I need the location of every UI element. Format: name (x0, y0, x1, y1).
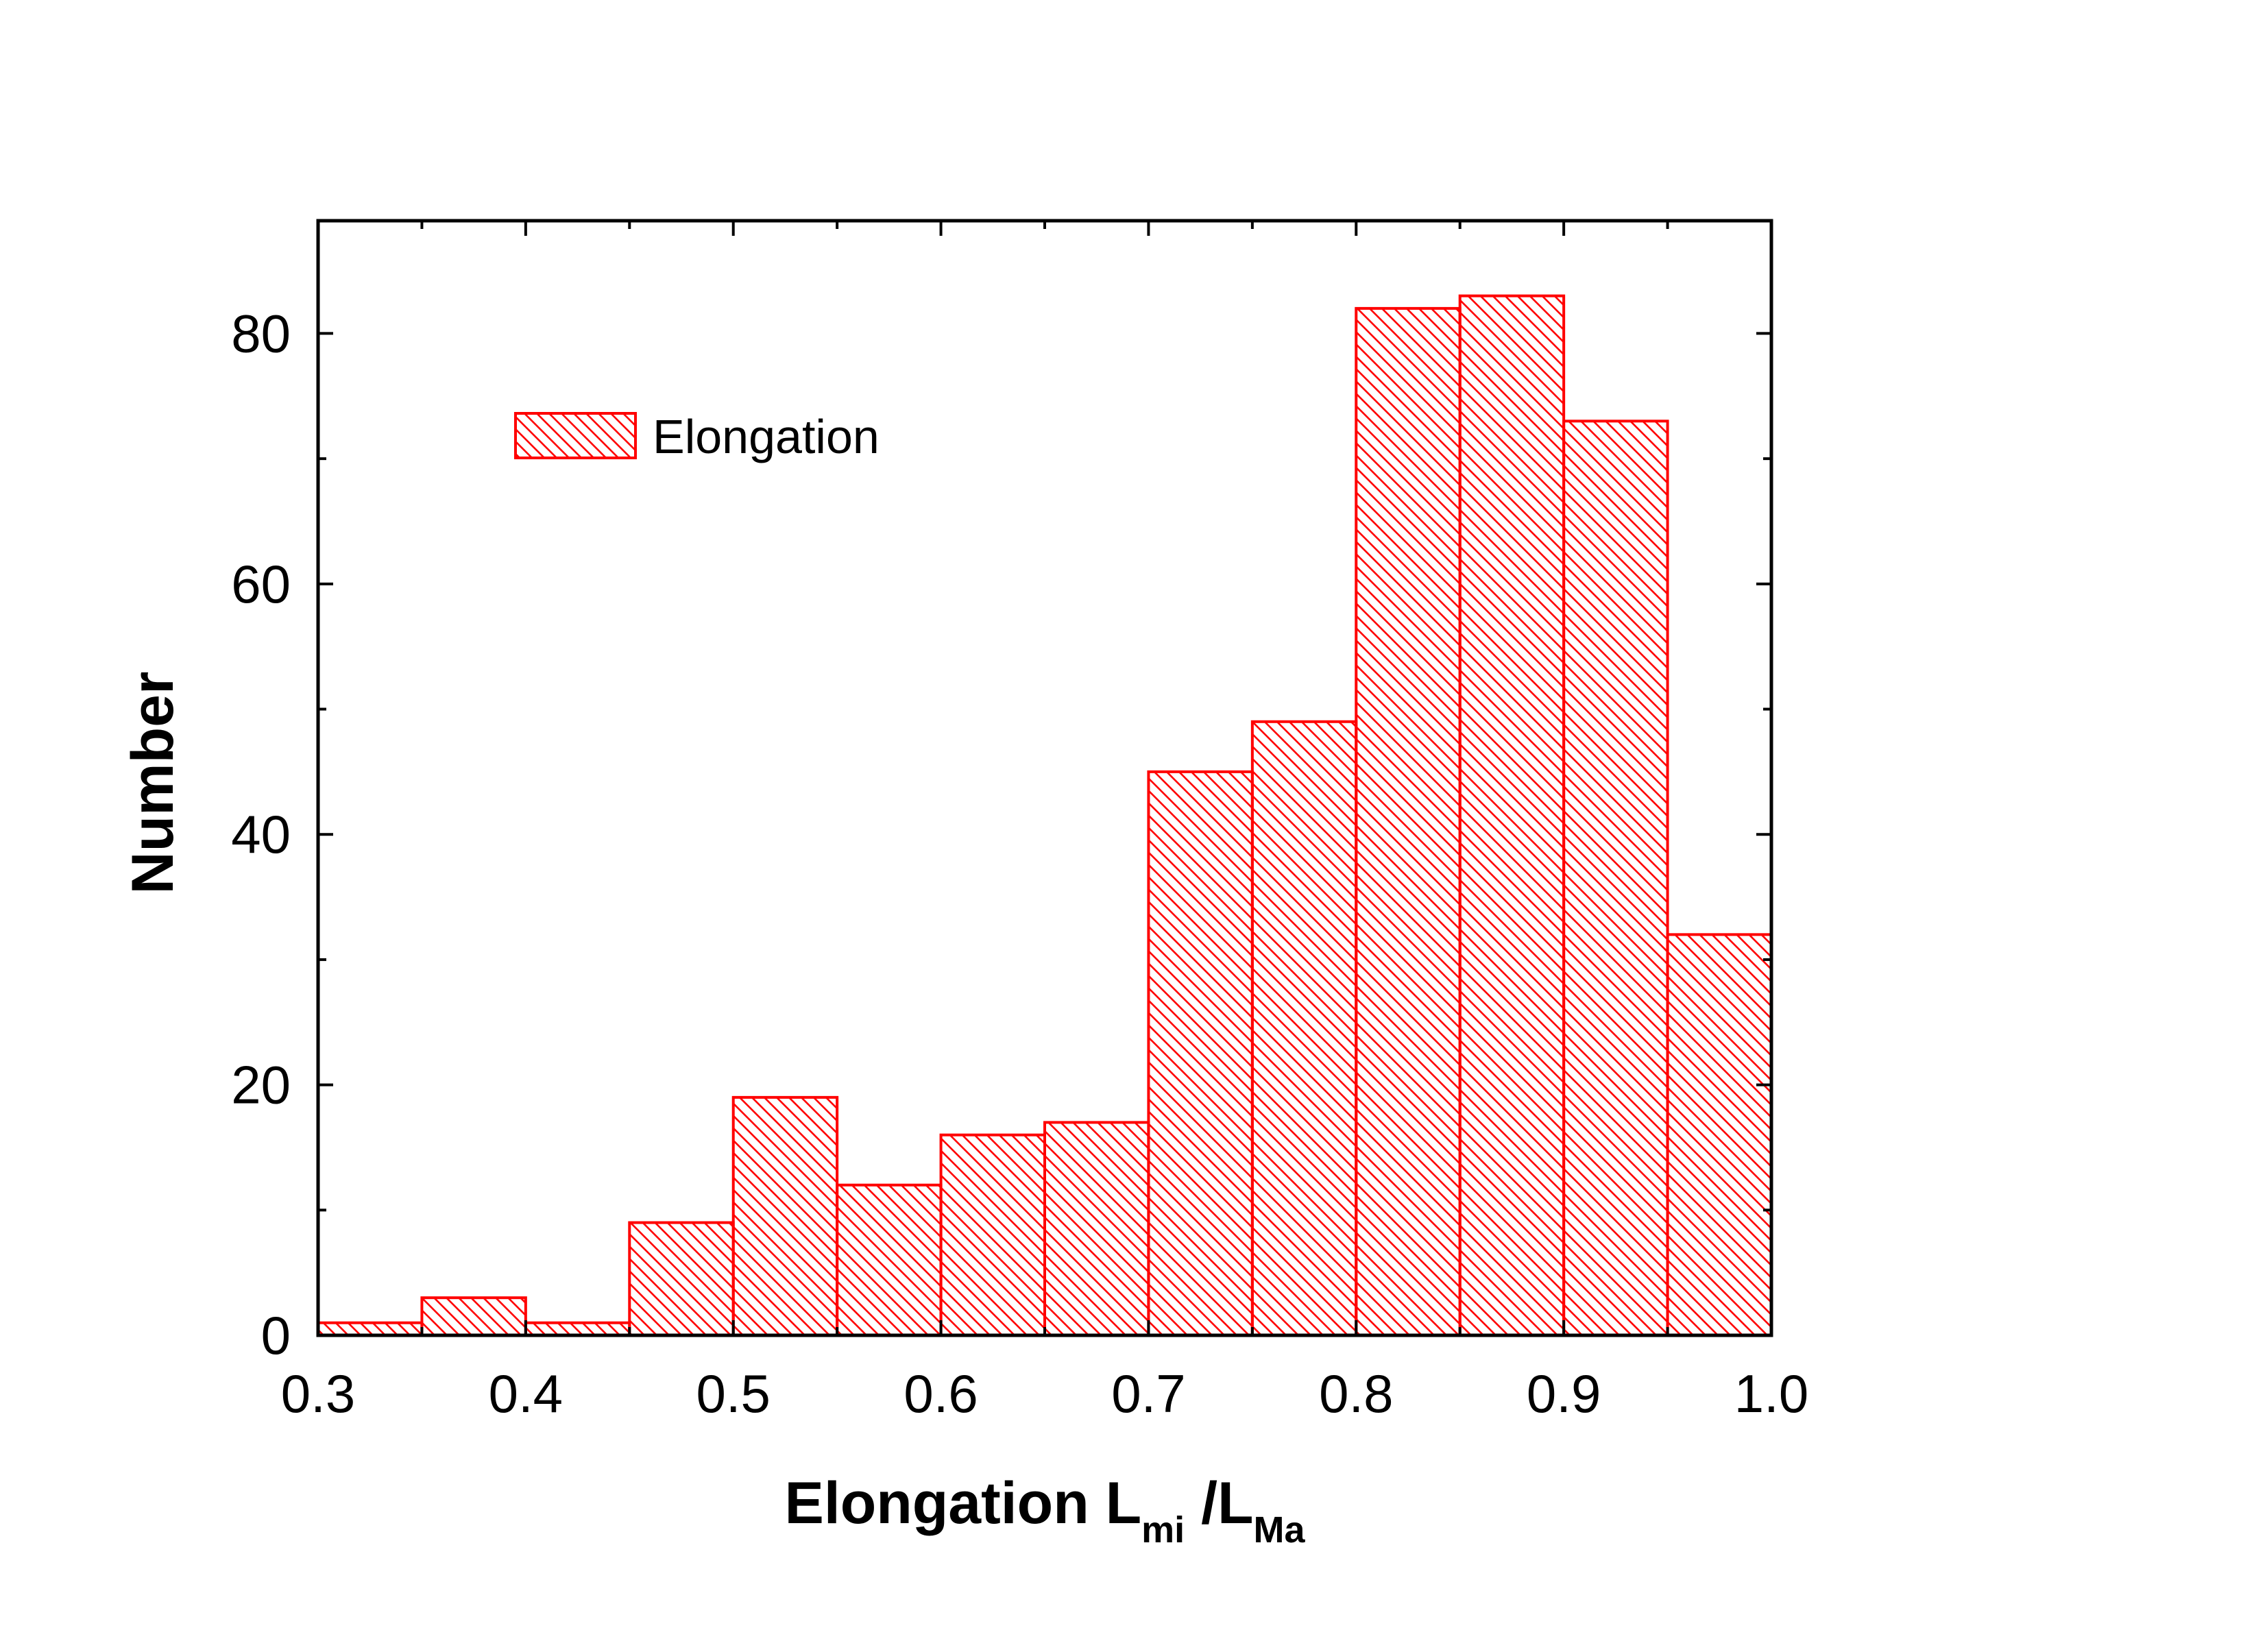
x-axis-title: Elongation Lmi /LMa (784, 1470, 1305, 1551)
bar-8 (1147, 770, 1254, 1337)
bar-11 (1458, 294, 1566, 1337)
bar-1 (420, 1296, 527, 1337)
bar-0 (317, 1321, 424, 1337)
bar-9 (1250, 720, 1358, 1337)
tick-labels-group: 0.3 0.4 0.5 0.6 0.7 0.8 0.9 1.0 0 20 40 60 80 (231, 303, 1808, 1424)
y-axis-title: Number (120, 672, 186, 895)
bar-4 (731, 1095, 839, 1337)
legend: Elongation (514, 410, 880, 463)
y-tick-label-4: 80 (231, 303, 291, 363)
x-tick-label-0: 0.3 (281, 1363, 355, 1424)
x-axis-title-main: Elongation L (784, 1470, 1141, 1536)
x-tick-label-5: 0.8 (1319, 1363, 1393, 1424)
x-tick-label-1: 0.4 (489, 1363, 563, 1424)
bar-3 (628, 1221, 735, 1337)
bar-12 (1562, 420, 1669, 1337)
x-tick-label-6: 0.9 (1527, 1363, 1601, 1424)
x-axis-title-sub2: Ma (1254, 1509, 1306, 1551)
x-tick-label-3: 0.6 (904, 1363, 978, 1424)
bar-2 (524, 1321, 631, 1337)
x-tick-label-7: 1.0 (1734, 1363, 1808, 1424)
x-axis-title-mid: /L (1185, 1470, 1253, 1536)
bar-7 (1043, 1121, 1150, 1337)
ticks-group (317, 221, 1773, 1337)
y-tick-label-2: 40 (231, 804, 291, 864)
x-tick-label-4: 0.7 (1111, 1363, 1185, 1424)
bars-group (317, 294, 1773, 1337)
x-tick-label-2: 0.5 (696, 1363, 770, 1424)
bar-6 (939, 1133, 1046, 1337)
legend-label: Elongation (653, 410, 880, 463)
bar-13 (1666, 933, 1773, 1337)
bar-5 (836, 1183, 943, 1337)
x-axis-title-sub1: mi (1141, 1509, 1185, 1551)
legend-swatch (514, 412, 637, 459)
bar-10 (1355, 306, 1462, 1337)
y-tick-label-1: 20 (231, 1055, 291, 1115)
y-tick-label-3: 60 (231, 554, 291, 614)
y-tick-label-0: 0 (261, 1305, 291, 1365)
